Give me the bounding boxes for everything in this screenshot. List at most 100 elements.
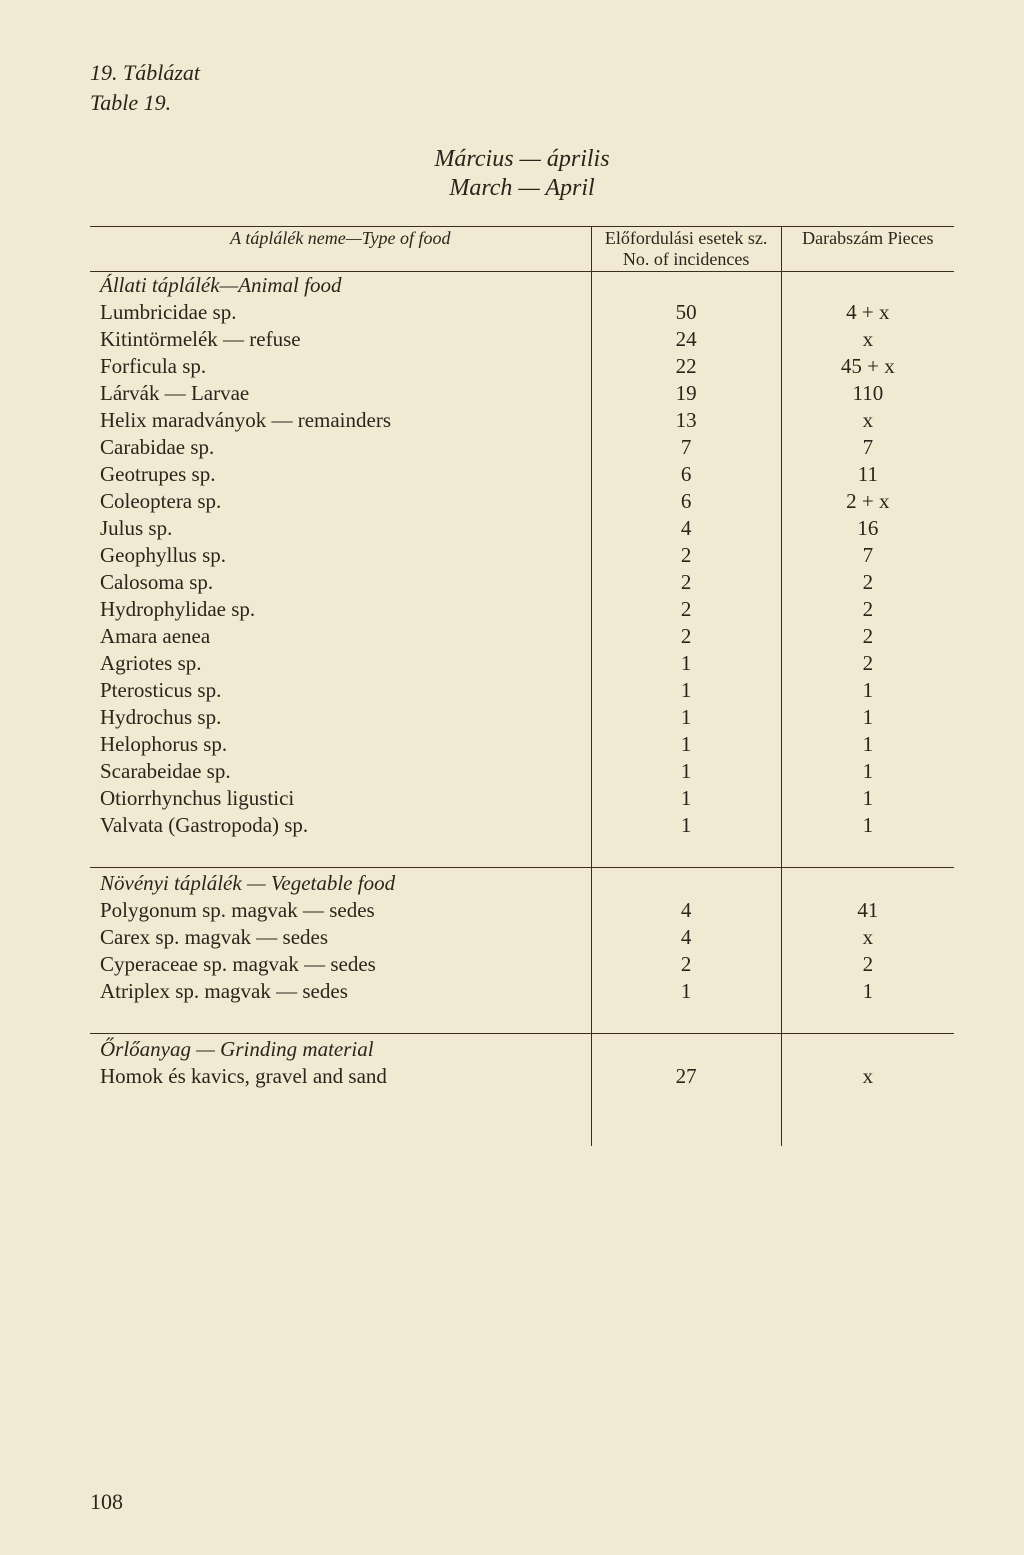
food-name: Julus sp. [90,515,591,542]
incidence-value: 13 [591,407,781,434]
table-row: Carabidae sp.77 [90,434,954,461]
table-number-en: Table 19. [90,90,954,116]
table-row: Kitintörmelék — refuse24x [90,326,954,353]
incidence-value: 50 [591,299,781,326]
pieces-value: 1 [781,978,954,1005]
page-number: 108 [90,1489,123,1515]
food-name: Forficula sp. [90,353,591,380]
table-row: Helophorus sp.11 [90,731,954,758]
table-row: Atriplex sp. magvak — sedes11 [90,978,954,1005]
incidence-value: 2 [591,542,781,569]
table-row: Scarabeidae sp.11 [90,758,954,785]
table-row: Calosoma sp.22 [90,569,954,596]
incidence-value: 1 [591,978,781,1005]
table-row: Lárvák — Larvae19110 [90,380,954,407]
food-name: Amara aenea [90,623,591,650]
food-name: Scarabeidae sp. [90,758,591,785]
table-row: Geophyllus sp.27 [90,542,954,569]
pieces-value: 16 [781,515,954,542]
food-name: Coleoptera sp. [90,488,591,515]
table-row: Forficula sp.2245 + x [90,353,954,380]
table-row: Homok és kavics, gravel and sand27x [90,1063,954,1090]
pieces-value: 1 [781,785,954,812]
trailing-spacer [90,1118,954,1146]
food-name: Homok és kavics, gravel and sand [90,1063,591,1090]
table-row: Pterosticus sp.11 [90,677,954,704]
section-heading-inc-cell [591,1036,781,1063]
food-name: Atriplex sp. magvak — sedes [90,978,591,1005]
spacer-row [90,1005,954,1034]
table-row: Hydrophylidae sp.22 [90,596,954,623]
incidence-value: 6 [591,461,781,488]
table-row: Otiorrhynchus ligustici11 [90,785,954,812]
pieces-value: 2 [781,951,954,978]
food-name: Helophorus sp. [90,731,591,758]
incidence-value: 24 [591,326,781,353]
pieces-value: 1 [781,812,954,839]
title-hu: Március — április [90,146,954,173]
table-row: Julus sp.416 [90,515,954,542]
incidence-value: 4 [591,924,781,951]
food-table: A táplálék neme—Type of food Előfordulás… [90,226,954,1146]
section-heading-row: Állati táplálék—Animal food [90,272,954,300]
spacer-row [90,839,954,868]
incidence-value: 6 [591,488,781,515]
title-en: March — April [90,175,954,202]
table-number-hu: 19. Táblázat [90,60,954,86]
pieces-value: 2 [781,596,954,623]
food-name: Carex sp. magvak — sedes [90,924,591,951]
incidence-value: 1 [591,677,781,704]
pieces-value: 11 [781,461,954,488]
table-row: Geotrupes sp.611 [90,461,954,488]
pieces-value: 41 [781,897,954,924]
table-body: Állati táplálék—Animal foodLumbricidae s… [90,272,954,1147]
incidence-value: 2 [591,951,781,978]
incidence-value: 19 [591,380,781,407]
table-row: Helix maradványok — remainders13x [90,407,954,434]
table-header-row: A táplálék neme—Type of food Előfordulás… [90,227,954,272]
table-row: Lumbricidae sp.504 + x [90,299,954,326]
pieces-value: 2 [781,623,954,650]
pieces-value: x [781,1063,954,1090]
food-name: Kitintörmelék — refuse [90,326,591,353]
food-name: Calosoma sp. [90,569,591,596]
table-row: Coleoptera sp.62 + x [90,488,954,515]
section-heading-pc-cell [781,272,954,300]
incidence-value: 1 [591,731,781,758]
section-heading-inc-cell [591,870,781,897]
incidence-value: 1 [591,704,781,731]
header-incidences: Előfordulási esetek sz. No. of incidence… [591,227,781,272]
food-name: Pterosticus sp. [90,677,591,704]
pieces-value: 2 + x [781,488,954,515]
table-row: Valvata (Gastropoda) sp.11 [90,812,954,839]
incidence-value: 2 [591,623,781,650]
pieces-value: x [781,924,954,951]
pieces-value: 1 [781,677,954,704]
incidence-value: 2 [591,569,781,596]
section-heading-inc-cell [591,272,781,300]
pieces-value: 4 + x [781,299,954,326]
section-heading-pc-cell [781,870,954,897]
food-name: Lárvák — Larvae [90,380,591,407]
food-name: Valvata (Gastropoda) sp. [90,812,591,839]
header-name: A táplálék neme—Type of food [90,227,591,272]
pieces-value: 7 [781,542,954,569]
food-name: Hydrochus sp. [90,704,591,731]
page: 19. Táblázat Table 19. Március — április… [0,0,1024,1555]
pieces-value: 2 [781,569,954,596]
section-heading-row: Őrlőanyag — Grinding material [90,1036,954,1063]
incidence-value: 4 [591,897,781,924]
section-heading: Növényi táplálék — Vegetable food [90,870,591,897]
incidence-value: 7 [591,434,781,461]
pieces-value: x [781,326,954,353]
header-pieces: Darabszám Pieces [781,227,954,272]
pieces-value: 45 + x [781,353,954,380]
incidence-value: 4 [591,515,781,542]
section-heading-row: Növényi táplálék — Vegetable food [90,870,954,897]
incidence-value: 1 [591,650,781,677]
pieces-value: 110 [781,380,954,407]
table-row: Amara aenea22 [90,623,954,650]
pieces-value: x [781,407,954,434]
table-row: Polygonum sp. magvak — sedes441 [90,897,954,924]
pieces-value: 2 [781,650,954,677]
